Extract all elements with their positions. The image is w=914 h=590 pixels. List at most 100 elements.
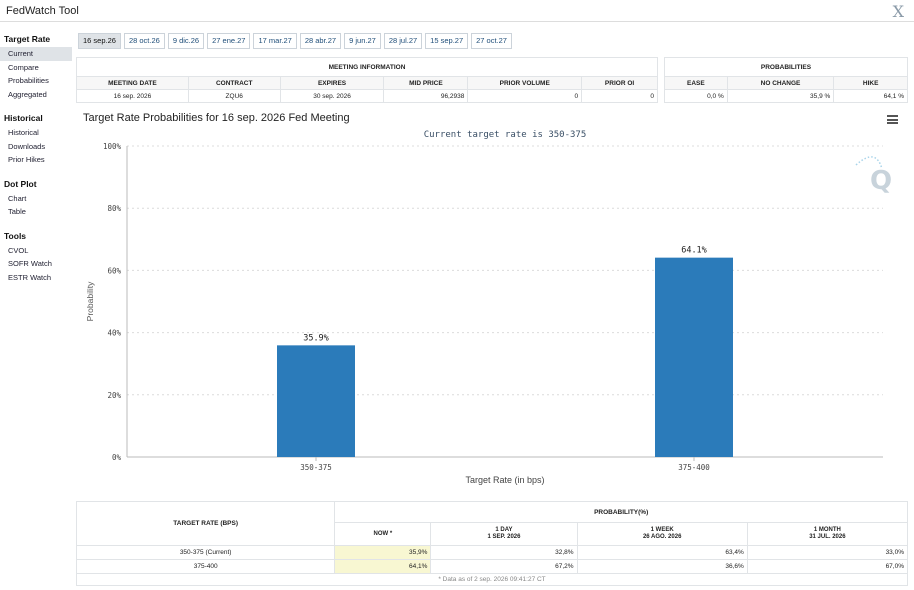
chart-title: Target Rate Probabilities for 16 sep. 20… bbox=[83, 112, 350, 124]
x-axis-label: Target Rate (in bps) bbox=[465, 475, 544, 485]
sidebar-item-sofr-watch[interactable]: SOFR Watch bbox=[8, 259, 52, 268]
column-header: MEETING DATE bbox=[76, 76, 189, 90]
sidebar-item-chart[interactable]: Chart bbox=[8, 193, 27, 203]
sidebar-item-compare[interactable]: Compare bbox=[8, 62, 39, 72]
table-cell: 0 bbox=[467, 89, 583, 103]
sidebar-item-estr-watch[interactable]: ESTR Watch bbox=[8, 272, 52, 282]
table-cell: ZQU6 bbox=[187, 89, 281, 103]
sidebar-group-dot-plot: Dot Plot Chart Table bbox=[0, 175, 72, 219]
probability-subheader: 1 WEEK 26 AGO. 2026 bbox=[576, 522, 748, 546]
sidebar-item-current[interactable]: Current bbox=[0, 47, 72, 61]
column-header: CONTRACT bbox=[187, 76, 281, 90]
y-axis-label: Probability bbox=[85, 281, 95, 321]
watermark-logo bbox=[855, 156, 883, 170]
chart-subtitle: Current target rate is 350-375 bbox=[424, 130, 587, 140]
tab-meeting-date[interactable]: 9 dic.26 bbox=[167, 33, 205, 49]
subheader-date: 31 JUL. 2026 bbox=[809, 534, 846, 540]
tab-meeting-date[interactable]: 28 jul.27 bbox=[383, 33, 423, 49]
close-icon[interactable]: X bbox=[892, 2, 904, 21]
column-header: EXPIRES bbox=[279, 76, 385, 90]
sidebar: Target Rate Current Compare Probabilities Ag… bbox=[0, 30, 72, 292]
subheader-date: 26 AGO. 2026 bbox=[642, 534, 682, 540]
meeting-date-tabs: 16 sep.26 28 oct.26 9 dic.26 27 ene.27 17 ma… bbox=[78, 33, 512, 49]
target-rate-cell: 375-400 bbox=[75, 559, 336, 574]
y-tick-label: 80% bbox=[107, 204, 121, 213]
tab-meeting-date[interactable]: 17 mar.27 bbox=[253, 33, 297, 49]
column-header: NO CHANGE bbox=[726, 76, 835, 90]
tab-meeting-date[interactable]: 9 jun.27 bbox=[344, 33, 381, 49]
tab-meeting-date[interactable]: 27 ene.27 bbox=[207, 33, 251, 49]
column-header: EASE bbox=[664, 76, 728, 90]
probability-cell: 35,9% bbox=[334, 545, 432, 560]
probability-table: TARGET RATE (BPS) PROBABILITY(%) NOW * 1 … bbox=[75, 501, 909, 574]
y-tick-label: 40% bbox=[107, 329, 121, 338]
y-tick-label: 0% bbox=[112, 453, 122, 462]
subheader-label: NOW * bbox=[373, 530, 393, 537]
sidebar-group-historical: Historical Historical Downloads Prior Hikes bbox=[0, 109, 72, 167]
column-header: HIKE bbox=[833, 76, 908, 90]
app-title: FedWatch Tool bbox=[6, 5, 79, 17]
probability-cell: 63,4% bbox=[576, 545, 748, 560]
column-header: MID PRICE bbox=[383, 76, 469, 90]
table-row: 350-375 (Current) 35,9% 32,8% 63,4% 33,0% bbox=[75, 545, 909, 560]
probability-cell: 32,8% bbox=[430, 545, 578, 560]
table-row: 375-400 64,1% 67,2% 36,6% 67,0% bbox=[75, 559, 909, 574]
x-tick-label: 375-400 bbox=[678, 463, 710, 472]
target-rate-header: TARGET RATE (BPS) bbox=[75, 501, 336, 546]
tab-meeting-date[interactable]: 28 abr.27 bbox=[299, 33, 342, 49]
hamburger-menu-icon[interactable] bbox=[887, 115, 898, 124]
subheader-date: 1 SEP. 2026 bbox=[487, 534, 521, 540]
meeting-information-table: MEETING INFORMATION MEETING DATE CONTRACT… bbox=[76, 57, 658, 103]
sidebar-group-target-rate: Target Rate Current Compare Probabilities Ag… bbox=[0, 30, 72, 101]
sidebar-heading: Target Rate bbox=[4, 34, 51, 44]
subheader-label: 1 DAY bbox=[495, 527, 513, 533]
probability-subheader: 1 DAY 1 SEP. 2026 bbox=[430, 522, 578, 546]
table-cell: 0,0 % bbox=[664, 89, 728, 103]
bar[interactable] bbox=[277, 345, 355, 457]
data-timestamp-footnote: * Data as of 2 sep. 2026 09:41:27 CT bbox=[76, 574, 908, 586]
sidebar-item-probabilities[interactable]: Probabilities bbox=[8, 76, 49, 85]
probabilities-header: PROBABILITIES bbox=[664, 57, 908, 77]
y-tick-label: 60% bbox=[107, 266, 121, 275]
meeting-information-header: MEETING INFORMATION bbox=[76, 57, 658, 77]
sidebar-heading: Historical bbox=[4, 113, 43, 123]
sidebar-heading: Tools bbox=[4, 230, 27, 241]
probability-header: PROBABILITY(%) bbox=[334, 501, 908, 523]
title-bar: FedWatch Tool X bbox=[0, 0, 914, 22]
sidebar-item-prior-hikes[interactable]: Prior Hikes bbox=[8, 155, 45, 164]
table-cell: 30 sep. 2026 bbox=[279, 89, 385, 103]
probability-cell: 36,6% bbox=[576, 559, 748, 574]
tab-meeting-date[interactable]: 27 oct.27 bbox=[471, 33, 512, 49]
table-cell: 96,2938 bbox=[383, 89, 469, 103]
tab-meeting-date[interactable]: 28 oct.26 bbox=[123, 33, 165, 49]
column-header: PRIOR OI bbox=[581, 76, 658, 90]
chart-panel: Target Rate Probabilities for 16 sep. 20… bbox=[76, 107, 908, 497]
table-cell: 0 bbox=[581, 89, 658, 103]
subheader-label: 1 WEEK bbox=[650, 527, 674, 533]
table-cell: 64,1 % bbox=[833, 89, 908, 103]
sidebar-item-downloads[interactable]: Downloads bbox=[8, 141, 46, 151]
tab-meeting-date[interactable]: 15 sep.27 bbox=[425, 33, 469, 49]
probability-cell: 64,1% bbox=[334, 559, 432, 574]
y-tick-label: 100% bbox=[103, 142, 122, 151]
probability-subheader: NOW * bbox=[334, 522, 432, 546]
bar[interactable] bbox=[655, 257, 733, 457]
sidebar-item-historical[interactable]: Historical bbox=[8, 128, 39, 137]
subheader-label: 1 MONTH bbox=[813, 527, 841, 533]
y-tick-label: 20% bbox=[107, 391, 121, 400]
column-header: PRIOR VOLUME bbox=[467, 76, 583, 90]
target-rate-cell: 350-375 (Current) bbox=[75, 545, 336, 560]
sidebar-heading: Dot Plot bbox=[4, 178, 37, 189]
probability-cell: 33,0% bbox=[746, 545, 909, 560]
sidebar-item-table[interactable]: Table bbox=[8, 207, 26, 216]
sidebar-group-tools: Tools CVOL SOFR Watch ESTR Watch bbox=[0, 227, 72, 285]
probability-subheader: 1 MONTH 31 JUL. 2026 bbox=[746, 522, 909, 546]
tab-meeting-date[interactable]: 16 sep.26 bbox=[78, 33, 121, 49]
x-tick-label: 350-375 bbox=[300, 463, 332, 472]
watermark-logo: Q bbox=[870, 166, 892, 196]
table-cell: 35,9 % bbox=[726, 89, 835, 103]
probability-cell: 67,2% bbox=[430, 559, 578, 574]
data-label: 64.1% bbox=[681, 246, 707, 256]
sidebar-item-aggregated[interactable]: Aggregated bbox=[8, 89, 47, 99]
sidebar-item-cvol[interactable]: CVOL bbox=[8, 245, 29, 255]
